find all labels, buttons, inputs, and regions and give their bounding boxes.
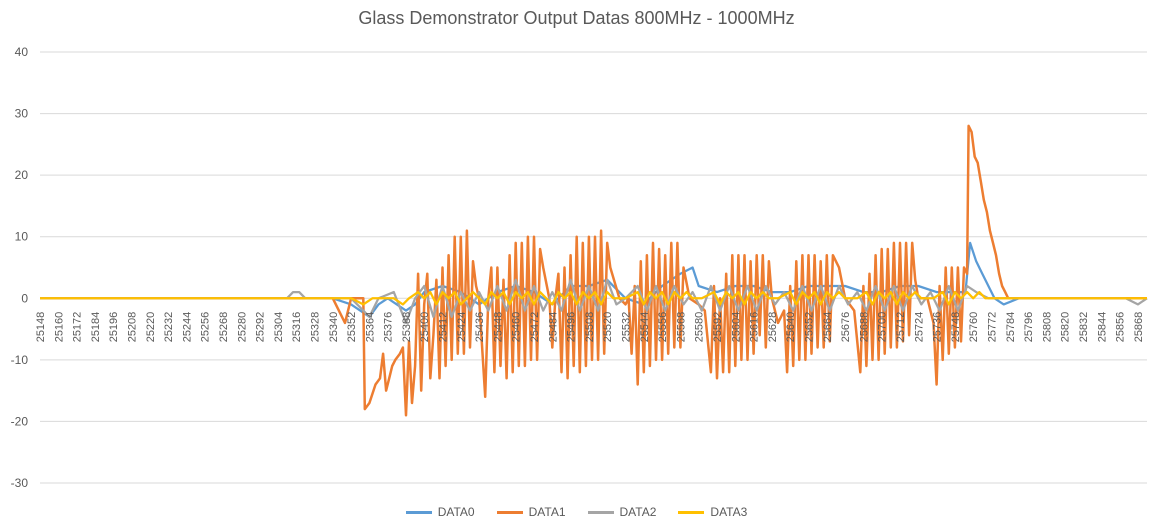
legend-label: DATA3 (710, 505, 748, 519)
x-tick-label: 25616 (749, 312, 761, 343)
legend-item-data3: DATA3 (678, 505, 747, 519)
x-tick-label: 25472 (529, 312, 541, 343)
x-tick-label: 25412 (438, 312, 450, 343)
x-tick-label: 25160 (53, 312, 65, 343)
y-tick-label: 20 (15, 168, 29, 182)
x-tick-label: 25868 (1133, 312, 1145, 343)
x-tick-label: 25772 (987, 312, 999, 343)
x-tick-label: 25196 (108, 312, 120, 343)
x-tick-label: 25724 (913, 312, 925, 343)
legend-item-data0: DATA0 (405, 505, 475, 519)
x-tick-label: 25532 (621, 312, 633, 343)
x-tick-label: 25796 (1023, 312, 1035, 343)
x-tick-label: 25544 (639, 312, 651, 343)
x-tick-label: 25448 (492, 312, 504, 343)
legend-label: DATA2 (619, 505, 657, 519)
x-tick-label: 25148 (35, 312, 47, 343)
x-tick-label: 25856 (1115, 312, 1127, 343)
x-tick-label: 25604 (730, 312, 742, 343)
legend-swatch (678, 510, 705, 514)
x-tick-label: 25556 (657, 312, 669, 343)
x-tick-label: 25508 (584, 312, 596, 343)
x-tick-label: 25352 (346, 312, 358, 343)
y-tick-label: 0 (21, 291, 28, 305)
x-tick-label: 25844 (1096, 312, 1108, 343)
x-tick-label: 25820 (1060, 312, 1072, 343)
y-axis-ticks: -30 -20 -10 0 10 20 30 40 (11, 45, 29, 490)
x-tick-label: 25340 (328, 312, 340, 343)
x-tick-label: 25808 (1041, 312, 1053, 343)
x-tick-label: 25700 (877, 312, 889, 343)
x-tick-label: 25832 (1078, 312, 1090, 343)
x-tick-label: 25748 (950, 312, 962, 343)
x-tick-label: 25592 (712, 312, 724, 343)
x-tick-label: 25484 (547, 312, 559, 343)
x-tick-label: 25220 (145, 312, 157, 343)
x-tick-label: 25268 (218, 312, 230, 343)
x-tick-label: 25568 (675, 312, 687, 343)
x-tick-label: 25172 (72, 312, 84, 343)
x-tick-label: 25784 (1005, 312, 1017, 343)
x-tick-label: 25628 (767, 312, 779, 343)
y-tick-label: -20 (11, 414, 29, 428)
chart-title: Glass Demonstrator Output Datas 800MHz -… (358, 8, 795, 28)
series-line-data3 (40, 290, 1147, 306)
legend-swatch (405, 510, 432, 514)
legend-label: DATA0 (437, 505, 475, 519)
x-tick-label: 25400 (419, 312, 431, 343)
x-tick-label: 25520 (602, 312, 614, 343)
y-tick-label: 40 (15, 45, 29, 59)
x-tick-label: 25760 (968, 312, 980, 343)
x-tick-label: 25304 (273, 312, 285, 343)
x-tick-label: 25580 (694, 312, 706, 343)
x-tick-label: 25676 (840, 312, 852, 343)
x-tick-label: 25256 (200, 312, 212, 343)
x-tick-label: 25208 (127, 312, 139, 343)
y-tick-label: 10 (15, 230, 29, 244)
y-tick-label: -30 (11, 476, 29, 490)
y-tick-label: 30 (15, 107, 29, 121)
x-tick-label: 25496 (566, 312, 578, 343)
x-tick-label: 25388 (401, 312, 413, 343)
x-tick-label: 25364 (364, 312, 376, 343)
x-tick-label: 25328 (310, 312, 322, 343)
x-axis-ticks: 25148 25160 25172 25184 25196 25208 25220 25232… (35, 312, 1145, 343)
legend-item-data2: DATA2 (587, 505, 657, 519)
legend-item-data1: DATA1 (496, 505, 566, 519)
x-tick-label: 25640 (785, 312, 797, 343)
legend: DATA0 DATA1 DATA2 DATA3 (0, 505, 1153, 519)
x-tick-label: 25688 (858, 312, 870, 343)
legend-swatch (496, 510, 523, 514)
x-tick-label: 25280 (236, 312, 248, 343)
x-tick-label: 25712 (895, 312, 907, 343)
x-tick-label: 25316 (291, 312, 303, 343)
x-tick-label: 25376 (383, 312, 395, 343)
series-lines (40, 124, 1148, 417)
x-tick-label: 25664 (822, 312, 834, 343)
x-tick-label: 25184 (90, 312, 102, 343)
x-tick-label: 25652 (804, 312, 816, 343)
y-tick-label: -10 (11, 353, 29, 367)
x-tick-label: 25460 (511, 312, 523, 343)
x-tick-label: 25232 (163, 312, 175, 343)
x-tick-label: 25436 (474, 312, 486, 343)
legend-swatch (587, 510, 614, 514)
x-tick-label: 25736 (932, 312, 944, 343)
x-tick-label: 25292 (255, 312, 267, 343)
legend-label: DATA1 (528, 505, 566, 519)
x-tick-label: 25244 (181, 312, 193, 343)
x-tick-label: 25424 (456, 312, 468, 343)
series-line-data2 (40, 278, 1148, 325)
